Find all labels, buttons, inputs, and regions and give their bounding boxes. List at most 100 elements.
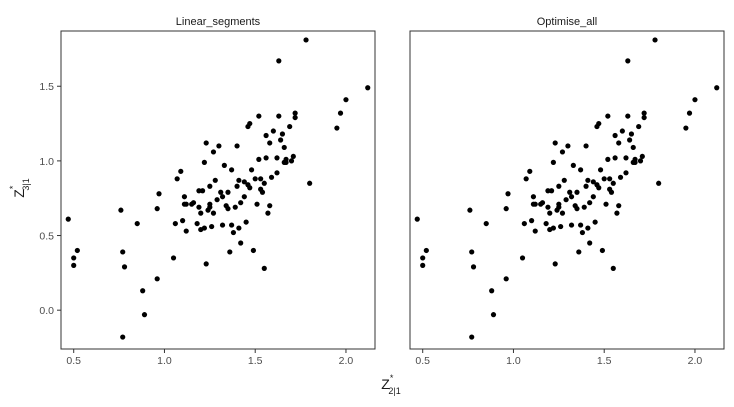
data-point	[118, 207, 124, 213]
data-point	[552, 261, 558, 267]
data-point	[267, 140, 273, 146]
data-point	[265, 210, 271, 216]
x-tick-label: 0.5	[66, 355, 81, 367]
data-point	[334, 125, 340, 131]
data-point	[599, 247, 605, 254]
data-point	[65, 216, 71, 222]
data-point	[469, 249, 475, 255]
data-point	[274, 170, 280, 176]
data-point	[234, 143, 240, 149]
data-point	[71, 255, 77, 261]
data-point	[565, 143, 571, 149]
data-point	[592, 219, 598, 225]
data-point	[545, 204, 551, 210]
data-point	[225, 206, 231, 212]
data-point	[420, 262, 426, 268]
data-point	[172, 220, 178, 227]
data-point	[532, 228, 538, 234]
data-point	[559, 210, 566, 216]
data-point	[505, 191, 511, 197]
data-point	[241, 179, 247, 185]
data-point	[183, 228, 189, 234]
x-tick-label: 2.0	[339, 355, 354, 367]
data-point	[576, 249, 582, 255]
panel-frame	[60, 30, 376, 350]
data-point	[532, 201, 538, 207]
data-point	[483, 220, 489, 227]
data-point	[552, 140, 558, 146]
svg-text:Z*2|1: Z* 2|1	[381, 373, 400, 396]
panel-title: Linear_segments	[176, 16, 261, 28]
data-point	[218, 189, 224, 195]
data-point	[279, 131, 286, 137]
data-point	[270, 128, 276, 134]
data-point	[210, 210, 217, 216]
data-point	[543, 220, 549, 227]
data-point	[154, 276, 160, 282]
data-point	[527, 168, 533, 174]
data-point	[263, 155, 269, 161]
data-point	[234, 183, 240, 189]
data-point	[287, 123, 293, 130]
data-point	[238, 200, 244, 206]
data-point	[578, 167, 584, 173]
data-point	[469, 334, 475, 340]
data-point	[198, 210, 204, 216]
data-point	[276, 113, 282, 119]
data-point	[547, 210, 553, 216]
data-point	[267, 203, 273, 209]
data-point	[180, 218, 186, 224]
data-point	[550, 225, 556, 231]
data-point	[256, 113, 262, 119]
data-point	[236, 225, 242, 231]
data-point	[74, 247, 80, 254]
data-point	[303, 37, 309, 43]
data-point	[623, 155, 629, 161]
data-point	[292, 110, 298, 116]
data-point	[263, 132, 269, 139]
data-point	[652, 37, 658, 43]
data-point	[71, 262, 77, 268]
y-tick-label: 0.5	[39, 231, 54, 243]
data-point	[539, 200, 546, 206]
data-point	[585, 225, 591, 231]
data-point	[196, 188, 202, 194]
data-point	[248, 167, 255, 173]
data-point	[254, 201, 260, 207]
x-tick-label: 0.5	[415, 355, 430, 367]
x-axis-title-subscript: 2|1	[388, 386, 400, 396]
data-point	[216, 143, 222, 149]
data-point	[196, 204, 202, 210]
data-point	[140, 288, 146, 294]
data-point	[247, 120, 253, 127]
data-point	[590, 179, 596, 185]
data-point	[420, 255, 426, 261]
data-point	[258, 176, 264, 182]
data-point	[274, 155, 280, 161]
data-point	[686, 110, 693, 116]
data-point	[276, 58, 282, 64]
data-point	[201, 225, 207, 231]
data-point	[307, 180, 313, 186]
data-point	[261, 180, 267, 186]
data-point	[503, 206, 509, 212]
data-point	[467, 207, 473, 213]
y-tick-label: 0.0	[39, 305, 54, 317]
data-point	[601, 176, 607, 182]
data-point	[590, 194, 596, 200]
data-point	[692, 97, 698, 103]
data-point	[548, 188, 555, 194]
data-point	[256, 156, 262, 162]
data-point	[574, 206, 580, 212]
data-point	[241, 194, 247, 200]
x-tick-label: 1.0	[157, 355, 172, 367]
data-point	[194, 220, 200, 227]
data-point	[581, 204, 587, 210]
data-point	[636, 123, 642, 130]
data-point	[261, 265, 267, 271]
data-point	[178, 168, 184, 174]
data-point	[627, 137, 633, 143]
data-point	[156, 191, 162, 197]
y-tick-label: 1.5	[39, 81, 54, 93]
